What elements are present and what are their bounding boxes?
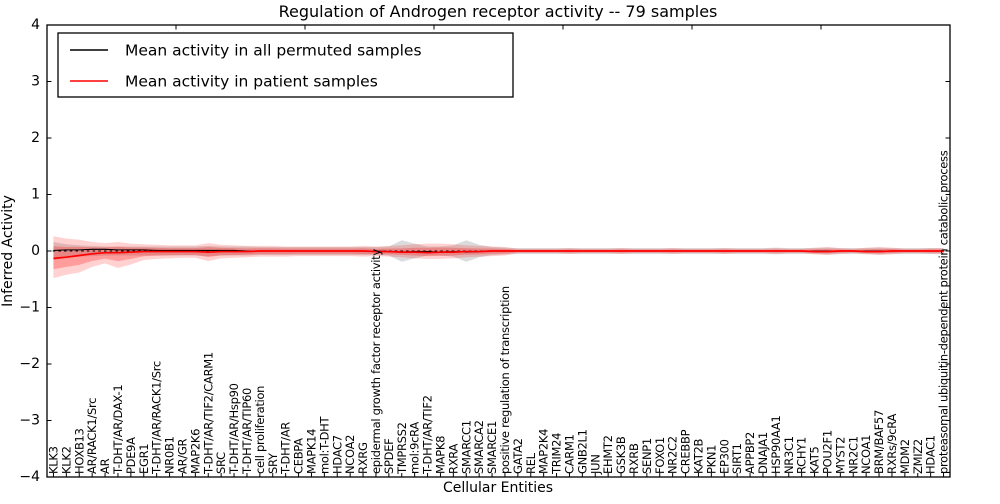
- x-tick-label: POU2F1: [820, 430, 834, 474]
- x-tick-label: RCHY1: [795, 437, 809, 474]
- y-tick-label: −4: [19, 469, 40, 485]
- x-tick-label: PKN1: [704, 445, 718, 474]
- x-tick-label: SRY: [266, 452, 280, 474]
- x-tick-label: epidermal growth factor receptor activit…: [369, 249, 383, 474]
- x-tick-label: NR0B1: [163, 436, 177, 474]
- legend-box: [57, 32, 514, 98]
- x-tick-label: MDM2: [898, 439, 912, 474]
- series-line-patient: [53, 250, 944, 260]
- y-tick-label: −1: [19, 300, 40, 316]
- confidence-bands: [53, 236, 944, 279]
- x-tick-label: AR/GR: [175, 439, 189, 474]
- y-tick-label: 1: [31, 187, 40, 203]
- x-tick-label: CEBPA: [292, 438, 306, 474]
- x-tick-label: SMARCE1: [485, 421, 499, 474]
- x-tick-label: KLK3: [46, 446, 60, 474]
- x-tick-label: T-DHT/AR/TIF2/CARM1: [201, 352, 215, 475]
- x-tick-label: NR2C2: [666, 436, 680, 474]
- x-tick-label: KLK2: [59, 446, 73, 474]
- x-tick-label: RXRB: [627, 443, 641, 474]
- x-tick-label: EHMT2: [601, 435, 615, 474]
- x-tick-label: T-DHT/AR/TIP60: [240, 388, 254, 475]
- series-lines: [47, 248, 950, 260]
- x-tick-label: T-DHT/AR/DAX-1: [111, 385, 125, 475]
- x-tick-label: ZMIZ2: [911, 439, 925, 474]
- x-tick-label: positive regulation of transcription: [498, 286, 512, 474]
- x-tick-label: MAP2K6: [188, 429, 202, 474]
- x-tick-label: MAPK14: [304, 429, 318, 474]
- y-tick-label: 0: [31, 243, 40, 259]
- legend-label-permuted: Mean activity in all permuted samples: [125, 42, 422, 60]
- x-tick-label: NR2C1: [846, 436, 860, 474]
- x-tick-label: REL: [524, 452, 538, 474]
- x-tick-label: FOXO1: [653, 437, 667, 474]
- x-tick-label: T-DHT/AR/RACK1/Src: [150, 361, 164, 475]
- x-tick-labels: KLK3KLK2HOXB13AR/RACK1/SrcART-DHT/AR/DAX…: [46, 150, 950, 475]
- x-tick-label: HDAC1: [924, 435, 938, 474]
- legend-label-patient: Mean activity in patient samples: [125, 73, 378, 91]
- x-tick-label: NR3C1: [782, 436, 796, 474]
- y-tick-label: −2: [19, 356, 40, 372]
- x-tick-label: T-DHT/AR: [279, 422, 293, 475]
- x-tick-label: SMARCA2: [472, 420, 486, 474]
- x-tick-label: AR/RACK1/Src: [85, 398, 99, 474]
- x-tick-label: SMARCC1: [459, 420, 473, 474]
- x-tick-label: NCOA1: [859, 435, 873, 474]
- x-tick-label: SRC: [214, 452, 228, 474]
- x-tick-label: BRM/BAF57: [872, 410, 886, 474]
- x-tick-label: MAPK8: [433, 436, 447, 474]
- x-tick-label: PDE9A: [124, 437, 138, 474]
- chart-title: Regulation of Androgen receptor activity…: [279, 2, 718, 21]
- x-tick-label: GSK3B: [614, 436, 628, 474]
- x-tick-label: RXRs/9cRA: [885, 414, 899, 474]
- x-tick-label: NCOA2: [343, 435, 357, 474]
- x-tick-label: KAT5: [808, 447, 822, 474]
- x-tick-label: EGR1: [137, 444, 151, 474]
- x-tick-label: TRIM24: [550, 433, 564, 475]
- x-tick-label: proteasomal ubiquitin-dependent protein …: [937, 150, 951, 474]
- y-tick-label: 2: [31, 130, 40, 146]
- x-tick-label: HDAC7: [330, 435, 344, 474]
- band-patient-outer: [53, 236, 944, 279]
- x-tick-label: SENP1: [640, 438, 654, 474]
- x-tick-label: DNAJA1: [756, 432, 770, 474]
- y-axis-label: Inferred Activity: [0, 195, 16, 307]
- x-tick-label: CREBBP: [679, 429, 693, 474]
- x-tick-label: MYST2: [833, 437, 847, 474]
- x-tick-label: RXRA: [446, 444, 460, 474]
- x-tick-label: HSP90AA1: [769, 416, 783, 475]
- y-tick-label: 3: [31, 74, 40, 90]
- band-patient-inner: [53, 246, 944, 270]
- x-tick-label: AR: [98, 458, 112, 474]
- x-tick-label: T-DHT/AR/TIF2: [421, 395, 435, 475]
- x-tick-label: RXRG: [356, 442, 370, 474]
- x-tick-label: MAP2K4: [537, 429, 551, 474]
- x-tick-label: JUN: [588, 454, 602, 475]
- x-tick-label: SPDEF: [382, 439, 396, 474]
- y-tick-labels: −4 −3 −2 −1 0 1 2 3 4: [19, 17, 40, 485]
- x-tick-label: mol:T-DHT: [317, 415, 331, 474]
- x-tick-label: KAT2B: [691, 439, 705, 474]
- x-axis-label: Cellular Entities: [443, 480, 553, 496]
- x-tick-label: GNB2L1: [575, 429, 589, 474]
- x-tick-label: EP300: [717, 439, 731, 474]
- x-tick-label: TMPRSS2: [395, 422, 409, 475]
- x-tick-label: CARM1: [562, 434, 576, 474]
- x-tick-label: GATA2: [511, 438, 525, 474]
- legend: Mean activity in all permuted samples Me…: [57, 32, 514, 98]
- y-tick-label: 4: [31, 17, 40, 33]
- x-tick-label: SIRT1: [730, 443, 744, 474]
- x-tick-label: cell proliferation: [253, 386, 267, 474]
- axes-frame: [46, 24, 951, 478]
- x-tick-label: APPBP2: [743, 432, 757, 474]
- x-tick-label: mol:9cRA: [408, 422, 422, 474]
- x-tick-label: T-DHT/AR/Hsp90: [227, 383, 241, 475]
- y-tick-label: −3: [19, 413, 40, 429]
- x-tick-label: HOXB13: [72, 428, 86, 474]
